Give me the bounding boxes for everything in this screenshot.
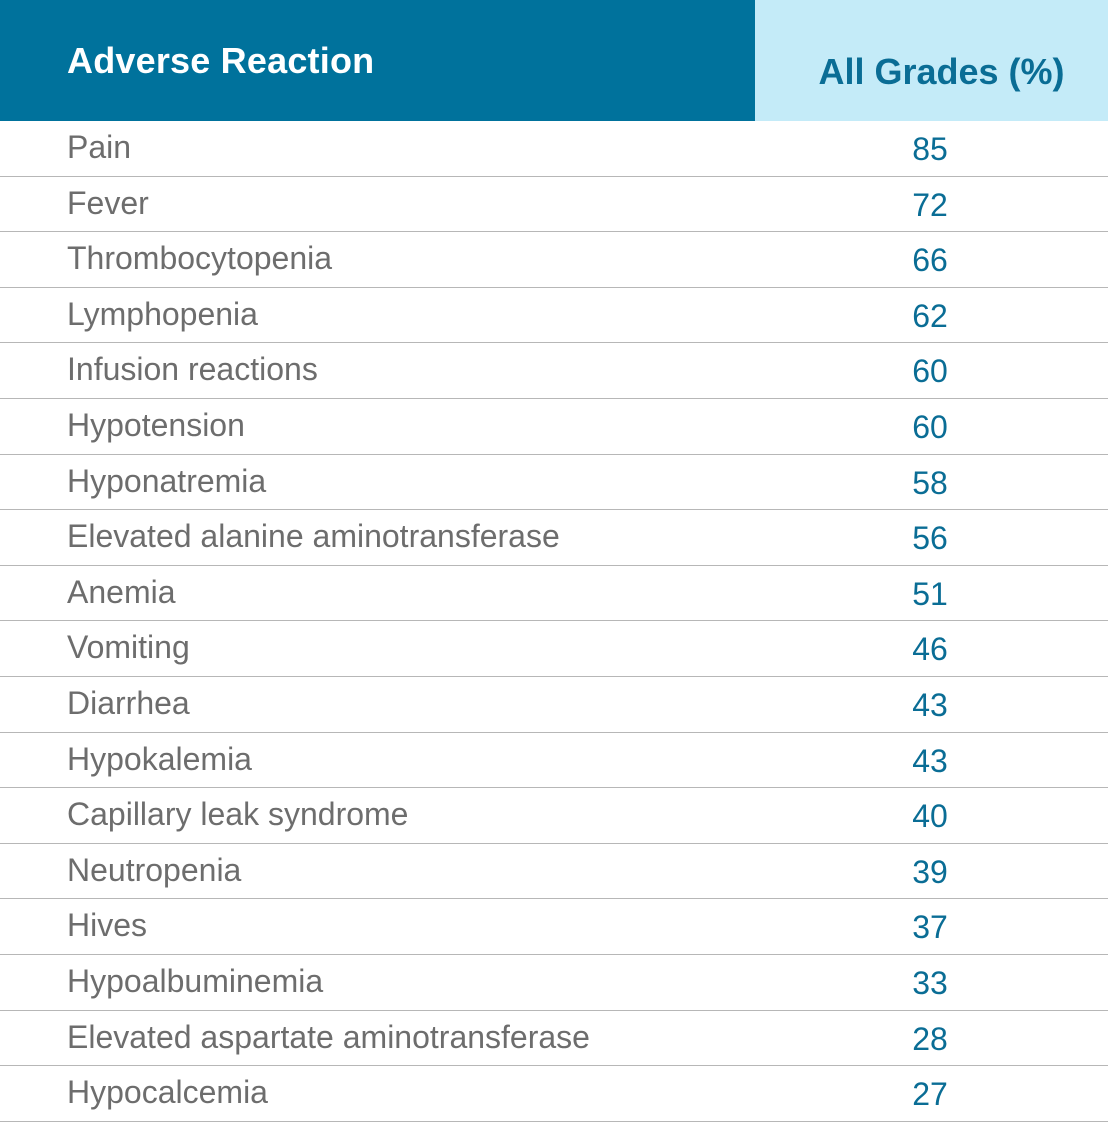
table-row: Hives 37 — [0, 899, 1108, 955]
table-row: Neutropenia 39 — [0, 844, 1108, 900]
grade-value: 40 — [912, 798, 948, 835]
reaction-name: Capillary leak syndrome — [67, 796, 409, 833]
grade-value: 33 — [912, 964, 948, 1001]
table-row: Capillary leak syndrome 40 — [0, 788, 1108, 844]
grade-value: 58 — [912, 464, 948, 501]
table-row: Elevated aspartate aminotransferase 28 — [0, 1011, 1108, 1067]
table-row: Fever 72 — [0, 177, 1108, 233]
header-grades-label: All Grades (%) — [818, 51, 1065, 92]
reaction-name: Elevated aspartate aminotransferase — [67, 1018, 590, 1055]
table-row: Hypotension 60 — [0, 399, 1108, 455]
reaction-name: Elevated alanine aminotransferase — [67, 518, 560, 555]
grade-value: 60 — [912, 353, 948, 390]
reaction-name: Fever — [67, 184, 149, 221]
reaction-name: Neutropenia — [67, 851, 242, 888]
table-body: Pain 85 Fever 72 Thrombocytopenia 66 Lympho… — [0, 121, 1108, 1122]
grade-value: 43 — [912, 742, 948, 779]
grade-value: 46 — [912, 631, 948, 668]
grade-value: 62 — [912, 297, 948, 334]
header-reaction-cell: Adverse Reaction — [0, 0, 755, 121]
grade-value: 85 — [912, 131, 948, 167]
grade-value: 28 — [912, 1020, 948, 1057]
grade-value: 60 — [912, 408, 948, 445]
table-row: Hypokalemia 43 — [0, 733, 1108, 789]
grade-value: 51 — [912, 575, 948, 612]
grade-value: 39 — [912, 853, 948, 890]
reaction-name: Infusion reactions — [67, 351, 318, 388]
table-header: Adverse Reaction All Grades (%) — [0, 0, 1108, 121]
reaction-name: Diarrhea — [67, 684, 190, 721]
reaction-name: Hypoalbuminemia — [67, 962, 324, 999]
reaction-name: Hyponatremia — [67, 462, 267, 499]
grade-value: 56 — [912, 520, 948, 557]
grade-value: 66 — [912, 242, 948, 279]
reaction-name: Anemia — [67, 573, 176, 610]
table-row: Lymphopenia 62 — [0, 288, 1108, 344]
grade-value: 37 — [912, 909, 948, 946]
table-row: Infusion reactions 60 — [0, 343, 1108, 399]
table-row: Pain 85 — [0, 121, 1108, 177]
table-row: Hyponatremia 58 — [0, 455, 1108, 511]
table-row: Vomiting 46 — [0, 621, 1108, 677]
table-row: Anemia 51 — [0, 566, 1108, 622]
reaction-name: Hypocalcemia — [67, 1074, 268, 1111]
reaction-name: Hives — [67, 907, 148, 944]
reaction-name: Pain — [67, 129, 132, 165]
header-grades-cell: All Grades (%) — [755, 0, 1108, 121]
header-reaction-label: Adverse Reaction — [67, 40, 375, 81]
table-row: Hypoalbuminemia 33 — [0, 955, 1108, 1011]
table-row: Diarrhea 43 — [0, 677, 1108, 733]
table-row: Elevated alanine aminotransferase 56 — [0, 510, 1108, 566]
grade-value: 27 — [912, 1076, 948, 1113]
reaction-name: Lymphopenia — [67, 295, 258, 332]
reaction-name: Hypotension — [67, 406, 245, 443]
reaction-name: Thrombocytopenia — [67, 240, 333, 277]
table-row: Thrombocytopenia 66 — [0, 232, 1108, 288]
grade-value: 72 — [912, 186, 948, 223]
reaction-name: Vomiting — [67, 629, 190, 666]
grade-value: 43 — [912, 686, 948, 723]
reaction-name: Hypokalemia — [67, 740, 252, 777]
table-row: Hypocalcemia 27 — [0, 1066, 1108, 1122]
